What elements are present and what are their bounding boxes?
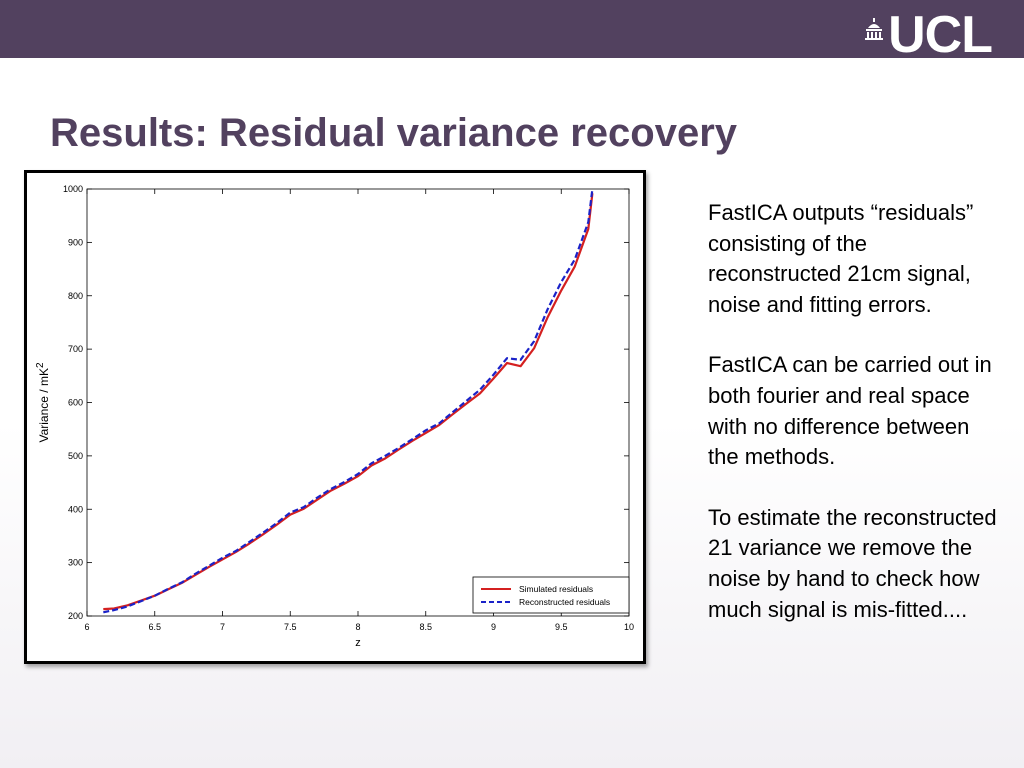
x-axis-label: z bbox=[355, 637, 361, 649]
x-tick-label: 9 bbox=[491, 622, 496, 632]
chart-frame: 6 6.5 7 7.5 8 8.5 9 9.5 10 200 300 400 500 600 700 800 9… bbox=[24, 170, 646, 664]
x-tick-label: 6 bbox=[84, 622, 89, 632]
legend-label: Reconstructed residuals bbox=[519, 597, 610, 607]
y-axis-label-superscript: 2 bbox=[35, 362, 46, 368]
y-tick-label: 800 bbox=[68, 291, 83, 301]
y-tick-label: 300 bbox=[68, 558, 83, 568]
x-tick-label: 10 bbox=[624, 622, 634, 632]
y-axis-label: Variance / mK2 bbox=[35, 362, 51, 442]
x-tick-label: 7 bbox=[220, 622, 225, 632]
variance-chart: 6 6.5 7 7.5 8 8.5 9 9.5 10 200 300 400 500 600 700 800 9… bbox=[35, 184, 634, 649]
x-tick-label: 6.5 bbox=[148, 622, 161, 632]
header-bar: UCL bbox=[0, 0, 1024, 64]
y-tick-label: 700 bbox=[68, 344, 83, 354]
x-tick-label: 8 bbox=[355, 622, 360, 632]
portico-dome-icon bbox=[865, 18, 884, 40]
ucl-logo: UCL bbox=[864, 6, 993, 64]
y-tick-label: 600 bbox=[68, 398, 83, 408]
side-paragraph-1: FastICA outputs “residuals” consisting o… bbox=[708, 200, 974, 317]
logo-text: UCL bbox=[888, 6, 993, 64]
y-tick-label: 200 bbox=[68, 611, 83, 621]
legend-label: Simulated residuals bbox=[519, 584, 593, 594]
slide-title: Results: Residual variance recovery bbox=[50, 111, 738, 155]
series-line-reconstructed bbox=[103, 189, 594, 614]
side-paragraph-2: FastICA can be carried out in both fouri… bbox=[708, 352, 992, 470]
plot-area bbox=[86, 188, 630, 617]
y-tick-label: 400 bbox=[68, 504, 83, 514]
x-tick-label: 9.5 bbox=[555, 622, 568, 632]
legend-box bbox=[472, 576, 630, 614]
y-axis-label-text: Variance / mK bbox=[37, 368, 51, 442]
side-text: FastICA outputs “residuals” consisting o… bbox=[708, 198, 998, 655]
side-paragraph-3: To estimate the reconstructed 21 varianc… bbox=[708, 504, 997, 622]
y-tick-label: 500 bbox=[68, 451, 83, 461]
x-tick-label: 7.5 bbox=[284, 622, 297, 632]
y-tick-label: 1000 bbox=[63, 184, 83, 194]
y-tick-label: 900 bbox=[68, 237, 83, 247]
x-tick-label: 8.5 bbox=[419, 622, 432, 632]
